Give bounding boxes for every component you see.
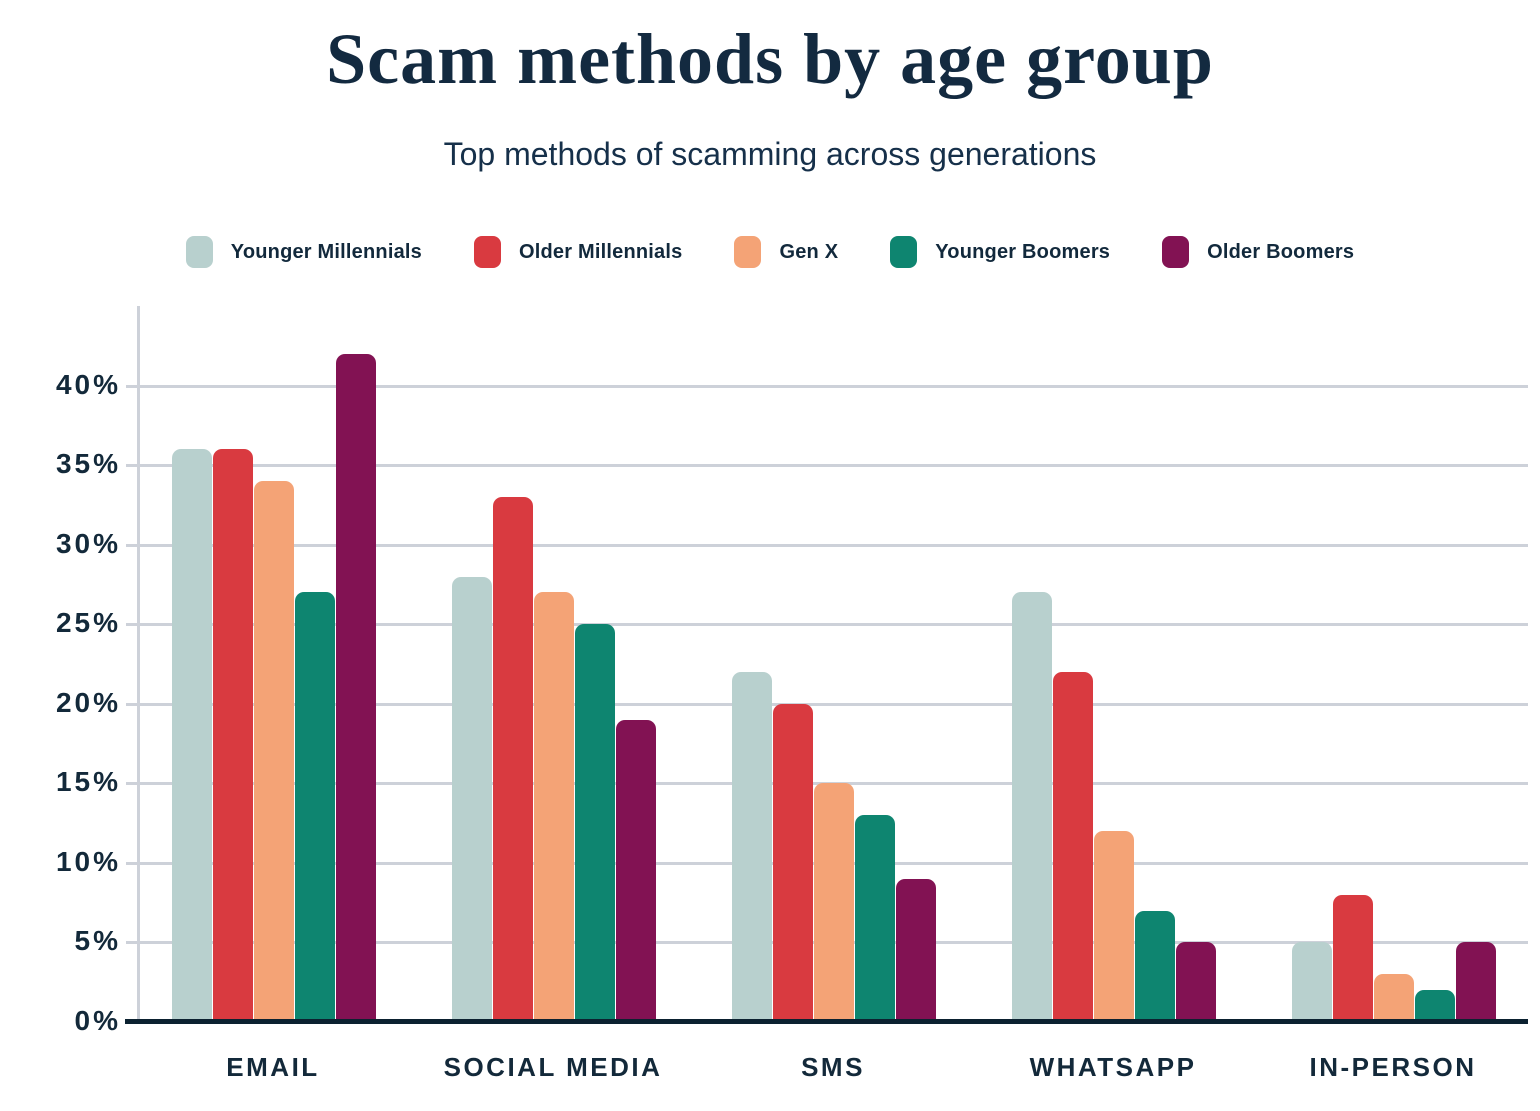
gen-x-swatch-icon <box>734 236 762 268</box>
bar-in-person-gen-x <box>1374 974 1414 1022</box>
y-axis-tick-label: 0% <box>74 1005 121 1036</box>
bar-social-media-gen-x <box>534 592 574 1022</box>
chart-title: Scam methods by age group <box>326 19 1214 99</box>
bar-email-gen-x <box>254 481 294 1022</box>
gridline-20 <box>126 702 1528 706</box>
bar-social-media-younger-millennials <box>452 576 492 1022</box>
bar-email-younger-boomers <box>295 592 335 1022</box>
gridline-35 <box>126 464 1528 468</box>
chart-subtitle: Top methods of scamming across generatio… <box>443 136 1097 172</box>
legend-label: Gen X <box>779 240 839 263</box>
bar-whatsapp-gen-x <box>1094 831 1134 1022</box>
x-axis-label-whatsapp: WHATSAPP <box>1029 1052 1197 1082</box>
x-axis-label-in-person: IN-PERSON <box>1309 1052 1477 1082</box>
bar-in-person-older-millennials <box>1333 894 1373 1022</box>
bar-sms-gen-x <box>814 783 854 1022</box>
legend-item-older-boomers: Older Boomers <box>1162 236 1354 268</box>
younger-boomers-swatch-icon <box>890 236 918 268</box>
bar-email-older-boomers <box>336 353 376 1022</box>
older-millennials-swatch-icon <box>474 236 501 268</box>
gridline-40 <box>126 384 1528 388</box>
bar-in-person-older-boomers <box>1456 942 1496 1022</box>
y-axis-tick-label: 15% <box>55 766 121 798</box>
legend-item-older-millennials: Older Millennials <box>474 236 682 268</box>
legend-label: Older Millennials <box>519 240 683 263</box>
bar-whatsapp-younger-boomers <box>1135 910 1175 1022</box>
legend-label: Younger Boomers <box>935 240 1111 263</box>
y-axis-line <box>137 306 140 1022</box>
x-axis-baseline <box>125 1019 1528 1024</box>
y-axis-tick-label: 5% <box>74 925 121 957</box>
bar-email-older-millennials <box>213 449 253 1022</box>
legend: Younger Millennials Older Millennials Gen … <box>0 236 1540 268</box>
bar-sms-older-millennials <box>773 703 813 1022</box>
bar-sms-younger-millennials <box>732 671 772 1022</box>
x-axis-label-social-media: SOCIAL MEDIA <box>443 1052 663 1082</box>
plot-area <box>126 306 1528 1024</box>
gridline-25 <box>126 623 1528 627</box>
bar-in-person-younger-millennials <box>1292 942 1332 1022</box>
x-axis-label-sms: SMS <box>801 1052 865 1082</box>
legend-item-younger-millennials: Younger Millennials <box>185 236 422 268</box>
y-axis-tick-label: 30% <box>55 527 121 559</box>
legend-label: Older Boomers <box>1207 240 1355 263</box>
legend-item-younger-boomers: Younger Boomers <box>890 236 1110 268</box>
bar-sms-older-boomers <box>896 878 936 1022</box>
older-boomers-swatch-icon <box>1162 236 1190 268</box>
y-axis-tick-label: 10% <box>55 845 121 877</box>
legend-label: Younger Millennials <box>230 240 422 263</box>
bar-social-media-older-boomers <box>616 719 656 1022</box>
legend-item-gen-x: Gen X <box>734 236 838 268</box>
gridline-30 <box>126 543 1528 547</box>
bar-in-person-younger-boomers <box>1415 990 1455 1022</box>
y-axis-tick-label: 40% <box>55 368 121 400</box>
bar-social-media-younger-boomers <box>575 624 615 1022</box>
bar-whatsapp-older-boomers <box>1176 942 1216 1022</box>
bar-whatsapp-older-millennials <box>1053 671 1093 1022</box>
bar-whatsapp-younger-millennials <box>1012 592 1052 1022</box>
x-axis-label-email: EMAIL <box>226 1052 320 1082</box>
bar-email-younger-millennials <box>172 449 212 1022</box>
bar-sms-younger-boomers <box>855 815 895 1022</box>
y-axis-tick-label: 35% <box>55 448 121 480</box>
younger-millennials-swatch-icon <box>185 236 213 268</box>
y-axis-tick-label: 20% <box>55 686 121 718</box>
y-axis-tick-label: 25% <box>55 607 121 639</box>
bar-social-media-older-millennials <box>493 496 533 1022</box>
